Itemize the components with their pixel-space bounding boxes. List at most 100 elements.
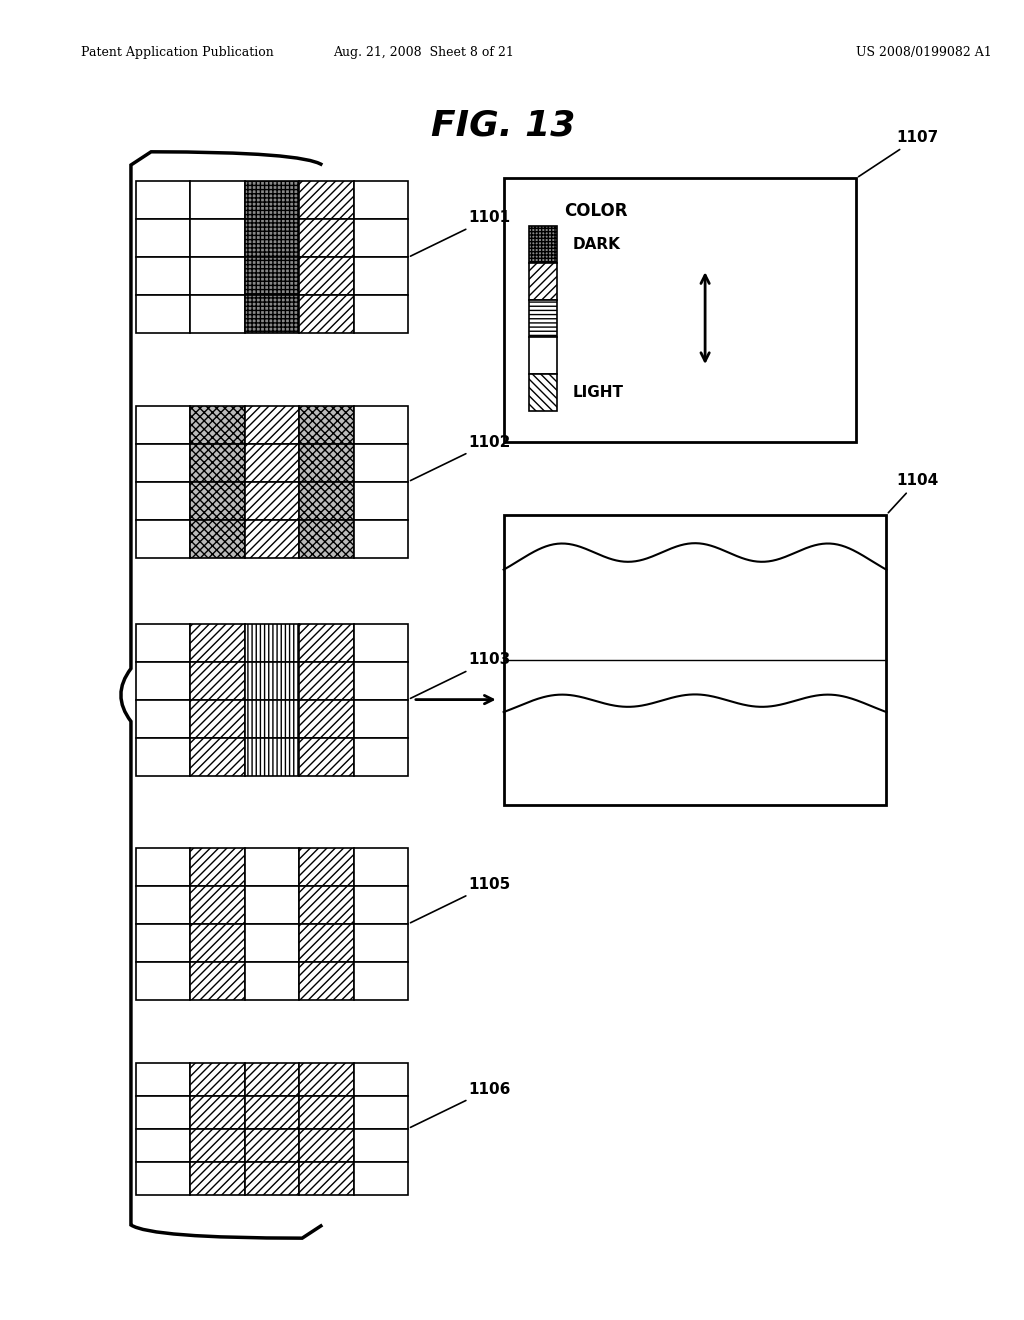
Bar: [190, 700, 245, 738]
Bar: [136, 181, 190, 219]
Bar: [353, 849, 408, 886]
Bar: [190, 444, 245, 482]
Bar: [299, 296, 353, 333]
Bar: [136, 700, 190, 738]
Bar: [299, 520, 353, 557]
Bar: [190, 886, 245, 924]
Bar: [299, 849, 353, 886]
Bar: [190, 296, 245, 333]
Bar: [245, 482, 299, 520]
Text: US 2008/0199082 A1: US 2008/0199082 A1: [856, 46, 992, 59]
Bar: [353, 700, 408, 738]
Bar: [136, 849, 190, 886]
Bar: [190, 219, 245, 257]
Bar: [299, 661, 353, 700]
Bar: [136, 962, 190, 1001]
Bar: [353, 1063, 408, 1096]
Bar: [353, 661, 408, 700]
Bar: [136, 738, 190, 776]
Bar: [245, 181, 299, 219]
Text: FIG. 13: FIG. 13: [431, 108, 575, 143]
Bar: [353, 181, 408, 219]
Bar: [245, 1096, 299, 1129]
Bar: [245, 738, 299, 776]
Text: LIGHT: LIGHT: [572, 384, 624, 400]
Bar: [299, 257, 353, 296]
Bar: [299, 962, 353, 1001]
Bar: [245, 700, 299, 738]
Bar: [299, 219, 353, 257]
Bar: [245, 624, 299, 661]
Bar: [190, 257, 245, 296]
Text: 1102: 1102: [411, 434, 511, 480]
Bar: [504, 178, 856, 442]
Bar: [245, 405, 299, 444]
Bar: [299, 181, 353, 219]
Bar: [190, 1162, 245, 1195]
Text: 1105: 1105: [411, 876, 511, 923]
Bar: [353, 405, 408, 444]
Bar: [353, 257, 408, 296]
Bar: [245, 296, 299, 333]
Bar: [299, 1162, 353, 1195]
Bar: [136, 624, 190, 661]
Bar: [190, 849, 245, 886]
Bar: [136, 886, 190, 924]
Bar: [136, 405, 190, 444]
Bar: [353, 1096, 408, 1129]
Bar: [190, 962, 245, 1001]
Bar: [299, 1096, 353, 1129]
Bar: [136, 520, 190, 557]
Bar: [190, 1063, 245, 1096]
Bar: [353, 520, 408, 557]
Bar: [353, 296, 408, 333]
Text: 1106: 1106: [411, 1081, 511, 1127]
Bar: [353, 482, 408, 520]
Bar: [136, 1162, 190, 1195]
Text: 1104: 1104: [888, 474, 939, 512]
Bar: [353, 886, 408, 924]
Bar: [245, 444, 299, 482]
Bar: [245, 257, 299, 296]
Bar: [136, 1129, 190, 1162]
Bar: [299, 886, 353, 924]
Bar: [528, 263, 557, 300]
Bar: [245, 886, 299, 924]
Bar: [353, 1129, 408, 1162]
Bar: [245, 1063, 299, 1096]
Bar: [136, 1063, 190, 1096]
Bar: [190, 1096, 245, 1129]
Bar: [245, 520, 299, 557]
Bar: [299, 624, 353, 661]
Bar: [299, 405, 353, 444]
Bar: [299, 444, 353, 482]
Bar: [136, 219, 190, 257]
Bar: [190, 405, 245, 444]
Bar: [245, 924, 299, 962]
Bar: [190, 661, 245, 700]
Bar: [299, 1129, 353, 1162]
Bar: [190, 738, 245, 776]
Bar: [299, 738, 353, 776]
Bar: [353, 738, 408, 776]
Text: 1101: 1101: [411, 210, 511, 256]
Bar: [504, 515, 887, 805]
Bar: [190, 624, 245, 661]
Bar: [136, 257, 190, 296]
Bar: [245, 219, 299, 257]
Bar: [245, 849, 299, 886]
Bar: [245, 1129, 299, 1162]
Bar: [353, 444, 408, 482]
Bar: [299, 1063, 353, 1096]
Bar: [136, 482, 190, 520]
Bar: [353, 624, 408, 661]
Bar: [136, 924, 190, 962]
Bar: [190, 924, 245, 962]
Bar: [245, 1162, 299, 1195]
Bar: [190, 520, 245, 557]
Bar: [136, 661, 190, 700]
Bar: [353, 1162, 408, 1195]
Text: Patent Application Publication: Patent Application Publication: [81, 46, 273, 59]
Bar: [190, 482, 245, 520]
Bar: [136, 444, 190, 482]
